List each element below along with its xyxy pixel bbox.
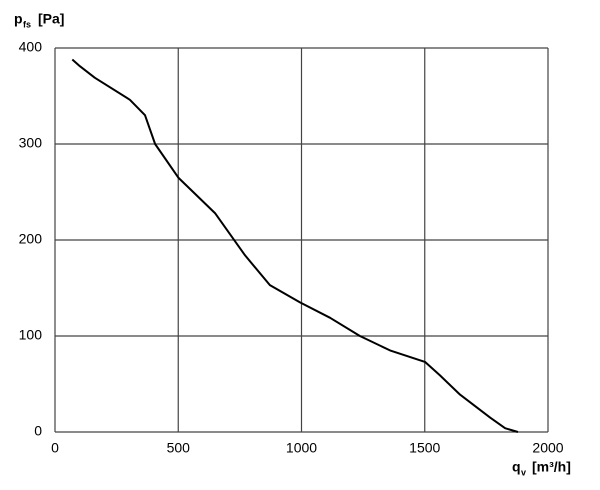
y-tick-label: 0 bbox=[34, 423, 42, 439]
x-tick-label: 1000 bbox=[286, 440, 317, 456]
x-tick-label: 500 bbox=[167, 440, 191, 456]
y-label-unit: [Pa] bbox=[38, 11, 64, 27]
curve bbox=[71, 58, 519, 433]
y-label-symbol: p bbox=[14, 11, 23, 27]
x-tick-label: 2000 bbox=[532, 440, 563, 456]
y-tick-label: 100 bbox=[19, 327, 43, 343]
y-tick-label: 200 bbox=[19, 231, 43, 247]
y-tick-label: 400 bbox=[19, 39, 43, 55]
x-label-symbol: q bbox=[512, 459, 521, 475]
y-label-subscript: fs bbox=[23, 19, 31, 29]
x-label-unit: [m³/h] bbox=[532, 459, 571, 475]
x-label-subscript: v bbox=[521, 467, 526, 477]
x-tick-label: 1500 bbox=[409, 440, 440, 456]
x-tick-label: 0 bbox=[51, 440, 59, 456]
y-tick-label: 300 bbox=[19, 135, 43, 151]
